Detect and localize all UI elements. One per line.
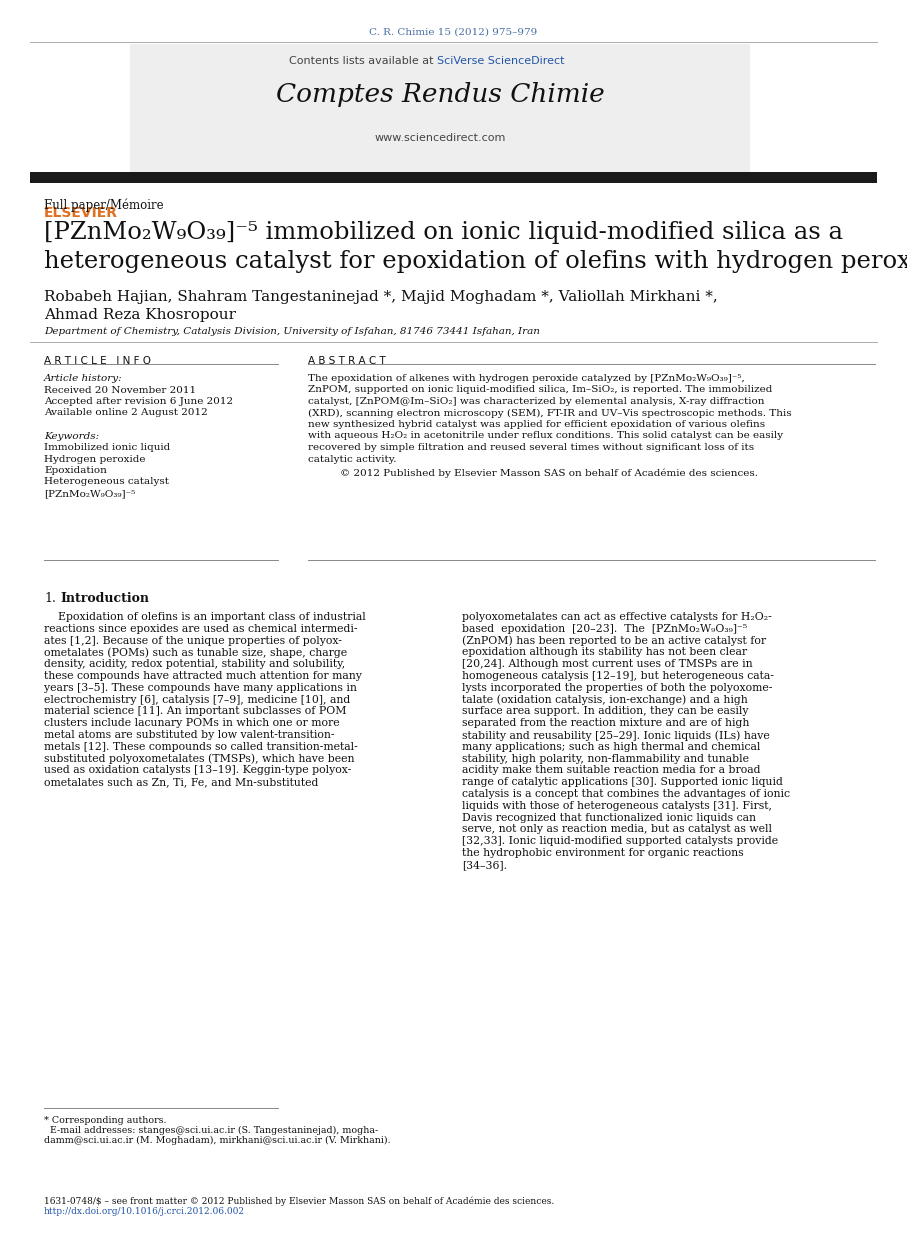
Text: Davis recognized that functionalized ionic liquids can: Davis recognized that functionalized ion… — [462, 812, 756, 822]
Text: catalysis is a concept that combines the advantages of ionic: catalysis is a concept that combines the… — [462, 789, 790, 799]
Text: based  epoxidation  [20–23].  The  [PZnMo₂W₉O₃₉]⁻⁵: based epoxidation [20–23]. The [PZnMo₂W₉… — [462, 624, 747, 634]
Text: lysts incorporated the properties of both the polyoxome-: lysts incorporated the properties of bot… — [462, 683, 773, 693]
Text: Article history:: Article history: — [44, 374, 122, 383]
Text: Epoxidation: Epoxidation — [44, 465, 107, 475]
Text: ELSEVIER: ELSEVIER — [44, 206, 118, 220]
Text: (XRD), scanning electron microscopy (SEM), FT-IR and UV–Vis spectroscopic method: (XRD), scanning electron microscopy (SEM… — [308, 409, 792, 417]
Text: the hydrophobic environment for organic reactions: the hydrophobic environment for organic … — [462, 848, 744, 858]
Text: stability, high polarity, non-flammability and tunable: stability, high polarity, non-flammabili… — [462, 754, 749, 764]
Text: A R T I C L E   I N F O: A R T I C L E I N F O — [44, 357, 151, 366]
Text: Full paper/Mémoire: Full paper/Mémoire — [44, 198, 163, 212]
Text: catalyst, [ZnPOM@Im–SiO₂] was characterized by elemental analysis, X-ray diffrac: catalyst, [ZnPOM@Im–SiO₂] was characteri… — [308, 397, 765, 406]
Bar — [30, 172, 877, 183]
Text: ZnPOM, supported on ionic liquid-modified silica, Im–SiO₂, is reported. The immo: ZnPOM, supported on ionic liquid-modifie… — [308, 385, 773, 395]
Text: metals [12]. These compounds so called transition-metal-: metals [12]. These compounds so called t… — [44, 742, 357, 751]
Text: substituted polyoxometalates (TMSPs), which have been: substituted polyoxometalates (TMSPs), wh… — [44, 754, 355, 764]
Text: ometalates (POMs) such as tunable size, shape, charge: ometalates (POMs) such as tunable size, … — [44, 647, 347, 657]
Text: A B S T R A C T: A B S T R A C T — [308, 357, 385, 366]
Text: http://dx.doi.org/10.1016/j.crci.2012.06.002: http://dx.doi.org/10.1016/j.crci.2012.06… — [44, 1207, 245, 1216]
Text: C. R. Chimie 15 (2012) 975–979: C. R. Chimie 15 (2012) 975–979 — [369, 28, 537, 37]
Text: www.sciencedirect.com: www.sciencedirect.com — [375, 132, 506, 144]
Text: SciVerse ScienceDirect: SciVerse ScienceDirect — [437, 56, 564, 66]
Text: Heterogeneous catalyst: Heterogeneous catalyst — [44, 478, 169, 487]
Text: liquids with those of heterogeneous catalysts [31]. First,: liquids with those of heterogeneous cata… — [462, 801, 772, 811]
Text: surface area support. In addition, they can be easily: surface area support. In addition, they … — [462, 707, 748, 717]
Text: damm@sci.ui.ac.ir (M. Moghadam), mirkhani@sci.ui.ac.ir (V. Mirkhani).: damm@sci.ui.ac.ir (M. Moghadam), mirkhan… — [44, 1136, 391, 1145]
Text: (ZnPOM) has been reported to be an active catalyst for: (ZnPOM) has been reported to be an activ… — [462, 635, 766, 646]
Text: range of catalytic applications [30]. Supported ionic liquid: range of catalytic applications [30]. Su… — [462, 777, 783, 787]
Text: acidity make them suitable reaction media for a broad: acidity make them suitable reaction medi… — [462, 765, 760, 775]
Text: these compounds have attracted much attention for many: these compounds have attracted much atte… — [44, 671, 362, 681]
Text: clusters include lacunary POMs in which one or more: clusters include lacunary POMs in which … — [44, 718, 339, 728]
Text: [PZnMo₂W₉O₃₉]⁻⁵: [PZnMo₂W₉O₃₉]⁻⁵ — [44, 489, 135, 498]
Text: The epoxidation of alkenes with hydrogen peroxide catalyzed by [PZnMo₂W₉O₃₉]⁻⁵,: The epoxidation of alkenes with hydrogen… — [308, 374, 745, 383]
Text: density, acidity, redox potential, stability and solubility,: density, acidity, redox potential, stabi… — [44, 659, 346, 670]
Text: catalytic activity.: catalytic activity. — [308, 454, 396, 463]
Text: separated from the reaction mixture and are of high: separated from the reaction mixture and … — [462, 718, 749, 728]
Text: Immobilized ionic liquid: Immobilized ionic liquid — [44, 443, 171, 452]
Text: electrochemistry [6], catalysis [7–9], medicine [10], and: electrochemistry [6], catalysis [7–9], m… — [44, 695, 350, 704]
Text: serve, not only as reaction media, but as catalyst as well: serve, not only as reaction media, but a… — [462, 825, 772, 834]
Text: years [3–5]. These compounds have many applications in: years [3–5]. These compounds have many a… — [44, 683, 356, 693]
Text: [PZnMo₂W₉O₃₉]⁻⁵ immobilized on ionic liquid-modified silica as a: [PZnMo₂W₉O₃₉]⁻⁵ immobilized on ionic liq… — [44, 222, 843, 244]
Text: new synthesized hybrid catalyst was applied for efficient epoxidation of various: new synthesized hybrid catalyst was appl… — [308, 420, 766, 430]
Text: Contents lists available at: Contents lists available at — [289, 56, 437, 66]
Text: 1.: 1. — [44, 592, 56, 605]
Text: Comptes Rendus Chimie: Comptes Rendus Chimie — [276, 82, 604, 106]
Text: metal atoms are substituted by low valent-transition-: metal atoms are substituted by low valen… — [44, 730, 335, 740]
Text: Keywords:: Keywords: — [44, 432, 99, 441]
Text: Robabeh Hajian, Shahram Tangestaninejad *, Majid Moghadam *, Valiollah Mirkhani : Robabeh Hajian, Shahram Tangestaninejad … — [44, 290, 717, 305]
Text: Department of Chemistry, Catalysis Division, University of Isfahan, 81746 73441 : Department of Chemistry, Catalysis Divis… — [44, 327, 540, 335]
Text: 1631-0748/$ – see front matter © 2012 Published by Elsevier Masson SAS on behalf: 1631-0748/$ – see front matter © 2012 Pu… — [44, 1196, 554, 1206]
Text: talate (oxidation catalysis, ion-exchange) and a high: talate (oxidation catalysis, ion-exchang… — [462, 695, 747, 706]
Text: heterogeneous catalyst for epoxidation of olefins with hydrogen peroxide: heterogeneous catalyst for epoxidation o… — [44, 250, 907, 274]
Text: ometalates such as Zn, Ti, Fe, and Mn-substituted: ometalates such as Zn, Ti, Fe, and Mn-su… — [44, 777, 318, 787]
Text: polyoxometalates can act as effective catalysts for H₂O₂-: polyoxometalates can act as effective ca… — [462, 612, 772, 621]
Text: © 2012 Published by Elsevier Masson SAS on behalf of Académie des sciences.: © 2012 Published by Elsevier Masson SAS … — [340, 468, 758, 478]
Text: epoxidation although its stability has not been clear: epoxidation although its stability has n… — [462, 647, 747, 657]
Text: * Corresponding authors.: * Corresponding authors. — [44, 1115, 167, 1125]
Bar — [130, 45, 750, 172]
Text: Received 20 November 2011: Received 20 November 2011 — [44, 386, 196, 395]
Text: Hydrogen peroxide: Hydrogen peroxide — [44, 454, 145, 463]
Text: [32,33]. Ionic liquid-modified supported catalysts provide: [32,33]. Ionic liquid-modified supported… — [462, 836, 778, 847]
Text: Epoxidation of olefins is an important class of industrial: Epoxidation of olefins is an important c… — [44, 612, 366, 621]
Text: Available online 2 August 2012: Available online 2 August 2012 — [44, 409, 208, 417]
Text: Ahmad Reza Khosropour: Ahmad Reza Khosropour — [44, 308, 236, 322]
Text: Introduction: Introduction — [60, 592, 149, 605]
Text: recovered by simple filtration and reused several times without significant loss: recovered by simple filtration and reuse… — [308, 443, 754, 452]
Text: [34–36].: [34–36]. — [462, 860, 507, 870]
Text: material science [11]. An important subclasses of POM: material science [11]. An important subc… — [44, 707, 346, 717]
Text: Accepted after revision 6 June 2012: Accepted after revision 6 June 2012 — [44, 397, 233, 406]
Text: many applications; such as high thermal and chemical: many applications; such as high thermal … — [462, 742, 760, 751]
Text: homogeneous catalysis [12–19], but heterogeneous cata-: homogeneous catalysis [12–19], but heter… — [462, 671, 774, 681]
Text: used as oxidation catalysts [13–19]. Keggin-type polyox-: used as oxidation catalysts [13–19]. Keg… — [44, 765, 351, 775]
Text: ates [1,2]. Because of the unique properties of polyox-: ates [1,2]. Because of the unique proper… — [44, 635, 342, 645]
Text: stability and reusability [25–29]. Ionic liquids (ILs) have: stability and reusability [25–29]. Ionic… — [462, 730, 770, 740]
Text: with aqueous H₂O₂ in acetonitrile under reflux conditions. This solid catalyst c: with aqueous H₂O₂ in acetonitrile under … — [308, 432, 783, 441]
Text: reactions since epoxides are used as chemical intermedi-: reactions since epoxides are used as che… — [44, 624, 357, 634]
Text: E-mail addresses: stanges@sci.ui.ac.ir (S. Tangestaninejad), mogha-: E-mail addresses: stanges@sci.ui.ac.ir (… — [44, 1127, 378, 1135]
Text: [20,24]. Although most current uses of TMSPs are in: [20,24]. Although most current uses of T… — [462, 659, 753, 670]
